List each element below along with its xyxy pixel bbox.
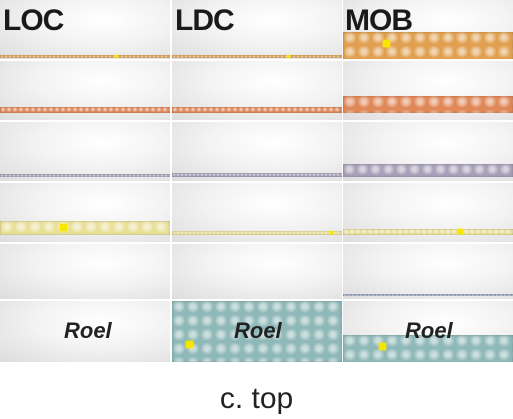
- header-mob: MOB: [345, 4, 413, 37]
- panel-cell: [172, 122, 342, 181]
- figure-caption: c. top: [219, 382, 294, 415]
- panel-cell: [343, 183, 513, 242]
- panel-cell: [343, 122, 513, 181]
- particle-strip: [343, 96, 513, 113]
- panel-cell: [343, 301, 513, 362]
- panel-cell: [0, 0, 170, 59]
- panel-cell: [343, 0, 513, 59]
- particle-strip: [172, 301, 342, 362]
- header-ldc: LDC: [175, 4, 235, 37]
- panel-cell: [343, 61, 513, 120]
- highlight-particle: [458, 229, 463, 234]
- particle-strip: [343, 294, 513, 296]
- highlight-particle: [330, 231, 333, 234]
- particle-strip: [0, 107, 170, 113]
- column-loc: [0, 0, 170, 362]
- panel-cell: [0, 183, 170, 242]
- roel-label-mob: Roel: [405, 318, 453, 343]
- panel-cell: [0, 301, 170, 362]
- header-loc: LOC: [3, 4, 64, 37]
- panel-cell: [343, 244, 513, 299]
- panel-cell: [0, 122, 170, 181]
- panel-cell: [172, 0, 342, 59]
- panel-cell: [172, 244, 342, 299]
- panel-cell: [172, 183, 342, 242]
- particle-strip: [172, 231, 342, 235]
- particle-strip: [343, 229, 513, 235]
- highlight-particle: [287, 55, 290, 58]
- panel-cell: [172, 61, 342, 120]
- panel-cell: [0, 244, 170, 299]
- highlight-particle: [186, 341, 193, 348]
- column-mob: [343, 0, 513, 362]
- column-ldc: [172, 0, 342, 362]
- particle-strip: [343, 164, 513, 177]
- roel-label-ldc: Roel: [234, 318, 282, 343]
- highlight-particle: [379, 343, 386, 350]
- particle-strip: [0, 55, 170, 58]
- particle-strip: [172, 173, 342, 177]
- particle-strip: [0, 174, 170, 177]
- highlight-particle: [115, 55, 118, 58]
- particle-strip: [0, 221, 170, 235]
- figure-grid: LOC LDC MOB Roel Roel Roel: [0, 0, 513, 362]
- highlight-particle: [383, 40, 390, 47]
- highlight-particle: [60, 224, 67, 231]
- panel-cell: [172, 301, 342, 362]
- particle-strip: [172, 55, 342, 58]
- particle-strip: [172, 107, 342, 113]
- panel-cell: [0, 61, 170, 120]
- roel-label-loc: Roel: [64, 318, 112, 343]
- particle-strip: [343, 335, 513, 362]
- particle-strip: [343, 32, 513, 59]
